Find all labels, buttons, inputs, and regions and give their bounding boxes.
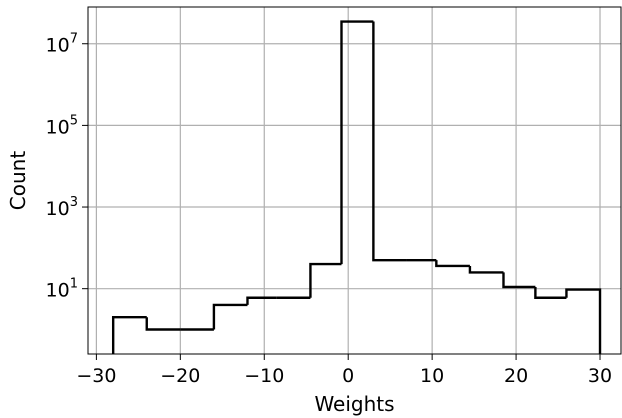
x-axis-label: Weights (314, 392, 394, 416)
y-tick-exponent: 1 (70, 277, 78, 292)
histogram-bin (212, 303, 248, 330)
histogram-bin (502, 272, 536, 289)
histogram-bin (246, 296, 277, 305)
y-tick-label: 103 (46, 195, 78, 220)
histogram-bin (565, 288, 602, 354)
plot-area-frame (87, 6, 622, 355)
y-tick-exponent: 7 (70, 32, 78, 47)
x-tick-label: 0 (342, 365, 354, 387)
y-tick-base: 10 (46, 35, 70, 57)
histogram-bin (111, 316, 147, 354)
histogram-bin (309, 262, 342, 298)
y-tick-base: 10 (46, 280, 70, 302)
y-tick-base: 10 (46, 116, 70, 138)
histogram-bin (435, 260, 470, 268)
x-tick-label: −30 (76, 365, 116, 387)
x-tick-label: −10 (244, 365, 284, 387)
x-axis-ticks: −30 −20 −10 0 10 20 30 (76, 354, 612, 387)
y-tick-base: 10 (46, 198, 70, 220)
y-tick-exponent: 3 (70, 195, 78, 210)
histogram-bin (534, 286, 567, 299)
histogram-series (111, 20, 602, 354)
x-tick-label: 10 (420, 365, 444, 387)
histogram-bin (145, 317, 181, 331)
y-tick-label: 107 (46, 32, 78, 57)
histogram-bin (468, 265, 504, 274)
y-tick-label: 105 (46, 113, 78, 138)
y-axis-label: Count (6, 151, 30, 211)
histogram-bin (340, 20, 374, 265)
grid-lines (88, 7, 621, 354)
y-tick-label: 101 (46, 277, 78, 302)
histogram-bin (372, 21, 407, 262)
x-tick-label: −20 (160, 365, 200, 387)
x-tick-label: 30 (588, 365, 612, 387)
x-tick-label: 20 (504, 365, 528, 387)
y-tick-exponent: 5 (70, 113, 78, 128)
